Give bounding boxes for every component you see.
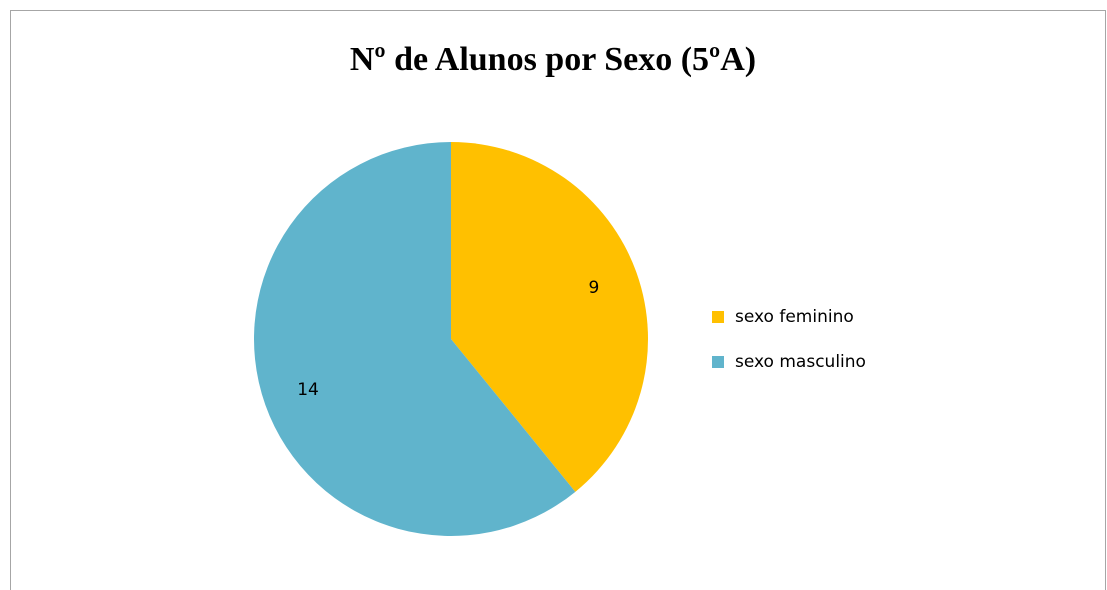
pie-slice bbox=[451, 142, 648, 492]
pie-slice bbox=[253, 141, 576, 536]
legend-swatch bbox=[712, 311, 724, 323]
data-label: 14 bbox=[297, 380, 319, 400]
data-label: 9 bbox=[589, 278, 600, 298]
legend-label: sexo masculino bbox=[735, 352, 866, 372]
chart-title: Nº de Alunos por Sexo (5ºA) bbox=[350, 41, 756, 78]
legend-label: sexo feminino bbox=[735, 307, 854, 327]
legend-swatch bbox=[712, 356, 724, 368]
